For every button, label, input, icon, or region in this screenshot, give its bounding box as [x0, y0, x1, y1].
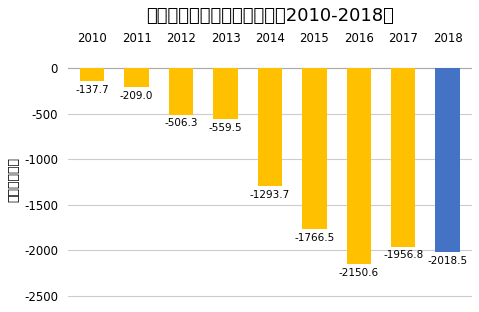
- Text: -2018.5: -2018.5: [428, 256, 468, 266]
- Text: -506.3: -506.3: [164, 118, 198, 128]
- Bar: [213, 68, 238, 119]
- Bar: [80, 68, 104, 81]
- Text: -1293.7: -1293.7: [250, 190, 290, 200]
- Bar: [391, 68, 415, 246]
- Text: -209.0: -209.0: [120, 91, 153, 101]
- Bar: [302, 68, 327, 229]
- Bar: [435, 68, 460, 252]
- Text: -559.5: -559.5: [209, 123, 242, 133]
- Bar: [258, 68, 282, 186]
- Text: -1766.5: -1766.5: [294, 233, 334, 243]
- Text: -2150.6: -2150.6: [339, 268, 379, 278]
- Text: -1956.8: -1956.8: [383, 250, 423, 260]
- Title: 政府还贷公路收支平衡结果（2010-2018）: 政府还贷公路收支平衡结果（2010-2018）: [146, 7, 394, 25]
- Bar: [347, 68, 371, 264]
- Bar: [169, 68, 194, 115]
- Bar: [125, 68, 149, 87]
- Y-axis label: 金额（亿元）: 金额（亿元）: [7, 158, 20, 202]
- Text: -137.7: -137.7: [76, 85, 109, 95]
